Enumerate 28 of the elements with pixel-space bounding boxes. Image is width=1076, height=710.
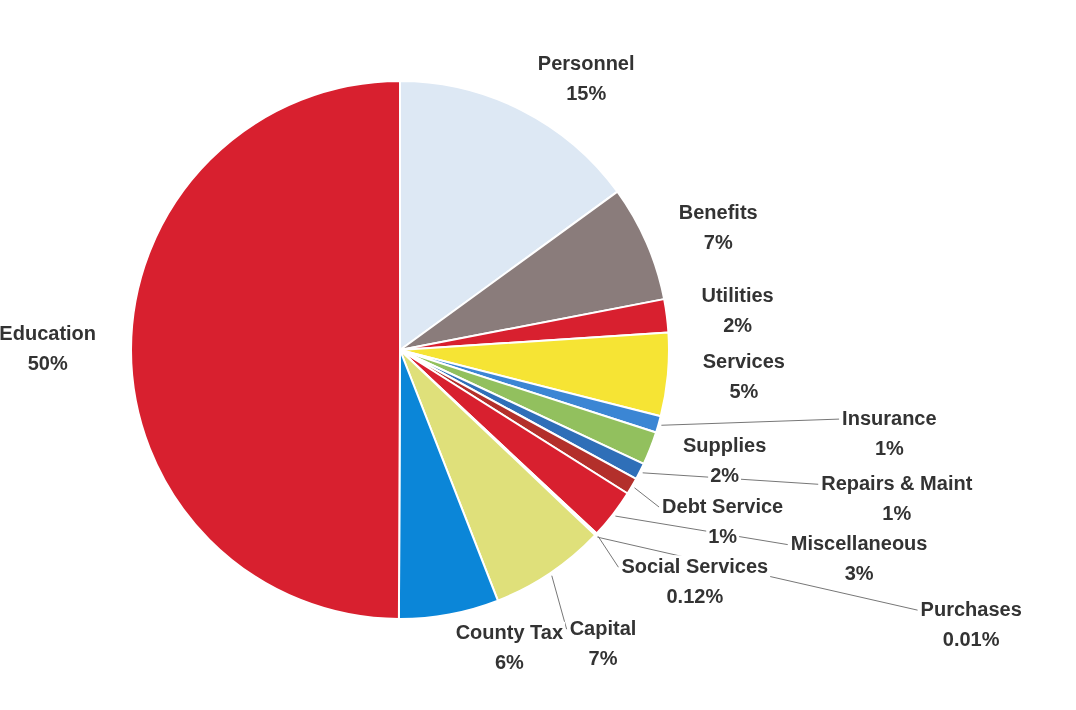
slice-label: Education <box>0 321 97 344</box>
data-label: 1% <box>708 524 738 547</box>
slice-label: Repairs & Maint <box>821 471 973 494</box>
slice-label: County Tax <box>455 621 564 644</box>
data-label: 1% <box>874 436 905 459</box>
data-label: 1% <box>882 501 912 524</box>
slice-label: Supplies <box>682 433 767 456</box>
data-label: 15% <box>566 81 607 104</box>
slice-label: Social Services <box>621 554 769 577</box>
data-label: 50% <box>27 351 68 374</box>
slice-label: Utilities <box>701 283 774 306</box>
slice-label: Benefits <box>678 201 758 224</box>
data-label: 7% <box>588 646 618 669</box>
slice-label: Debt Service <box>662 494 784 517</box>
slice-label: Capital <box>569 616 637 639</box>
data-label: 3% <box>844 562 874 585</box>
slice-label: Purchases <box>920 597 1022 620</box>
data-label: 0.01% <box>942 627 1000 650</box>
slice-label: Services <box>702 350 785 373</box>
data-label: 5% <box>729 380 759 403</box>
data-label: 6% <box>494 651 525 674</box>
data-label: 0.12% <box>666 584 724 607</box>
data-label: 2% <box>710 463 740 486</box>
slice-label: Miscellaneous <box>790 532 928 555</box>
data-label: 2% <box>723 313 753 336</box>
slice-label: Insurance <box>842 406 937 429</box>
slice-label: Personnel <box>537 51 635 74</box>
data-label: 7% <box>703 231 733 254</box>
